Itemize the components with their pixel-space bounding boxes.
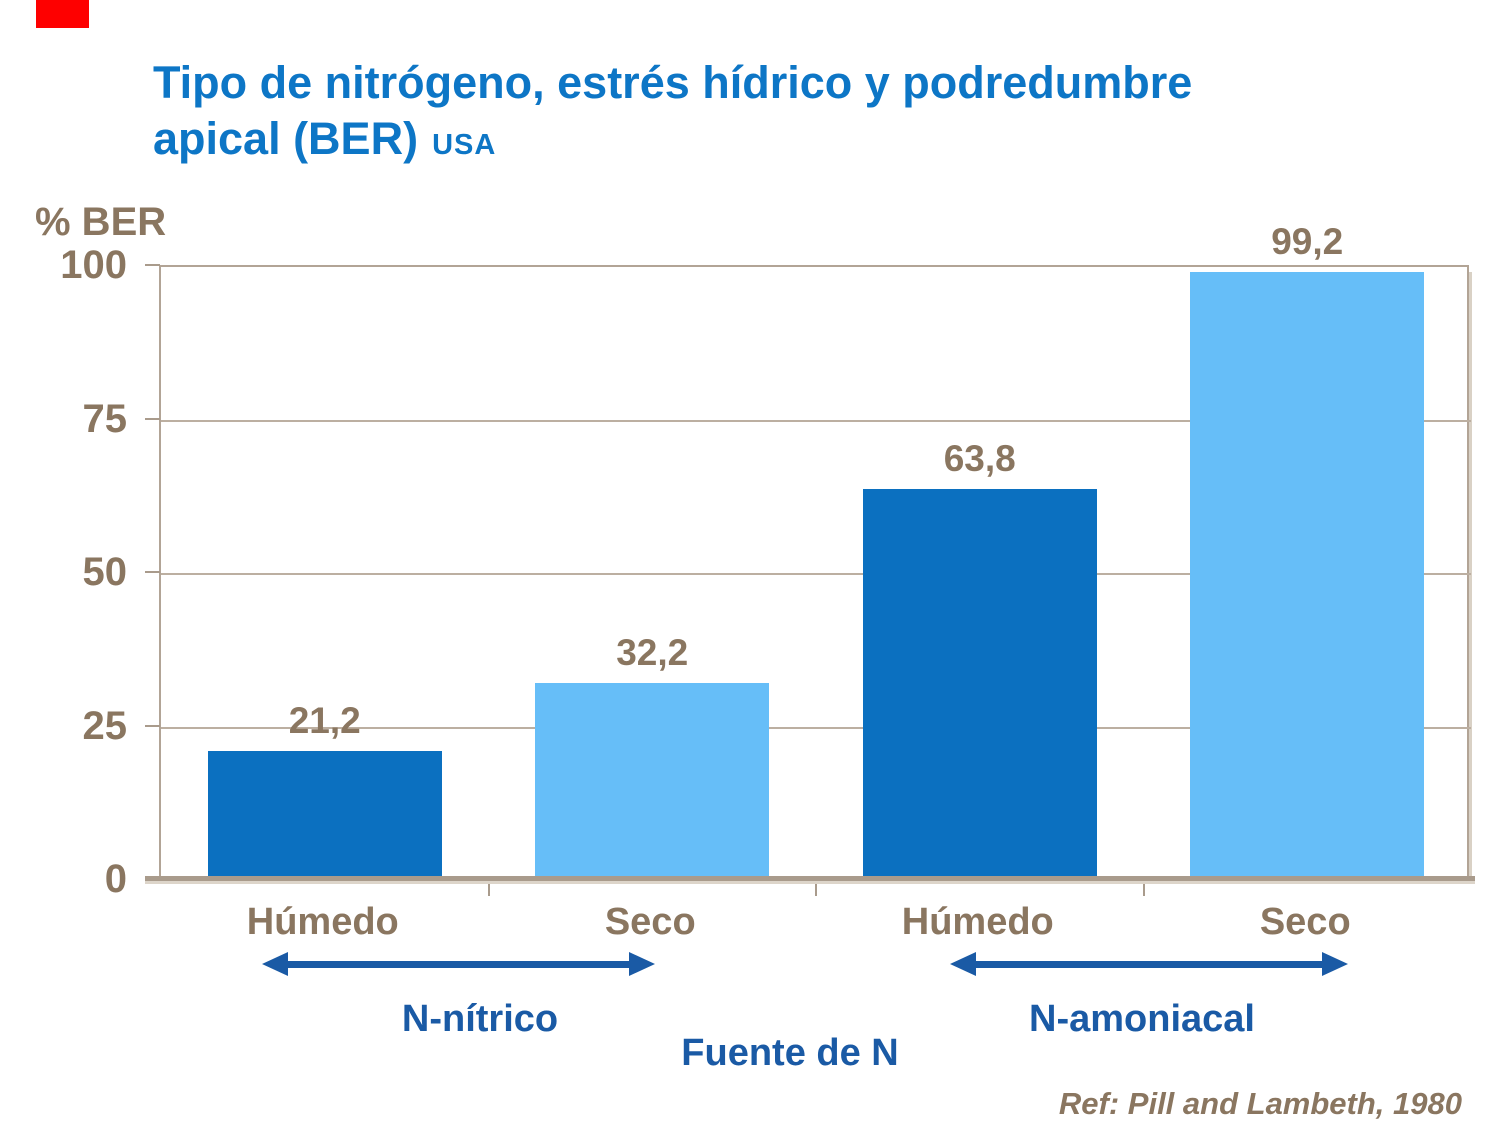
bar-value-label: 99,2 [1271,220,1344,262]
plot-area: 21,2 32,2 63,8 99,2 [159,221,1471,896]
y-tick-label: 0 [104,857,127,901]
bar-value-label: 21,2 [288,699,361,741]
slide-title-line1: Tipo de nitrógeno, estrés hídrico y podr… [153,57,1193,108]
bar [862,489,1097,881]
y-tick-mark [145,571,160,573]
y-tick-label: 25 [82,703,128,748]
slide-accent-mark [36,0,89,28]
group-label-amoniacal: N-amoniacal [1029,998,1255,1040]
range-arrow-amoniacal [950,952,1348,976]
bar [1190,271,1425,881]
gridline [161,726,1471,729]
y-tick-mark [145,264,160,266]
y-tick-mark [145,724,160,727]
y-tick-label: 50 [82,550,128,594]
gridline [161,419,1471,422]
y-tick-mark [145,878,160,880]
slide-title: Tipo de nitrógeno, estrés hídrico y podr… [153,55,1373,173]
category-label: Húmedo [246,901,399,943]
x-tick-mark [487,883,490,896]
x-tick-mark [1142,883,1145,896]
slide-title-line2: apical (BER) [153,113,419,164]
slide-title-suffix: USA [432,129,497,161]
y-tick-label: 75 [82,396,128,441]
y-tick-mark [145,417,160,420]
group-label-nitrico: N-nítrico [401,998,559,1040]
y-tick-label: 100 [60,243,127,287]
bar [535,683,770,881]
bar-value-label: 32,2 [616,632,689,674]
bar [207,750,442,881]
x-tick-mark [815,883,817,896]
reference-text: Ref: Pill and Lambeth, 1980 [1058,1086,1462,1121]
bar-value-label: 63,8 [943,438,1016,480]
x-axis-line [145,876,1475,881]
category-label: Húmedo [901,901,1054,943]
y-axis-title: % BER [35,200,167,244]
gridline [161,573,1471,575]
range-arrow-nitrico [262,952,655,976]
x-axis-title: Fuente de N [681,1032,899,1074]
category-label: Seco [604,901,696,943]
category-label: Seco [1259,901,1351,943]
